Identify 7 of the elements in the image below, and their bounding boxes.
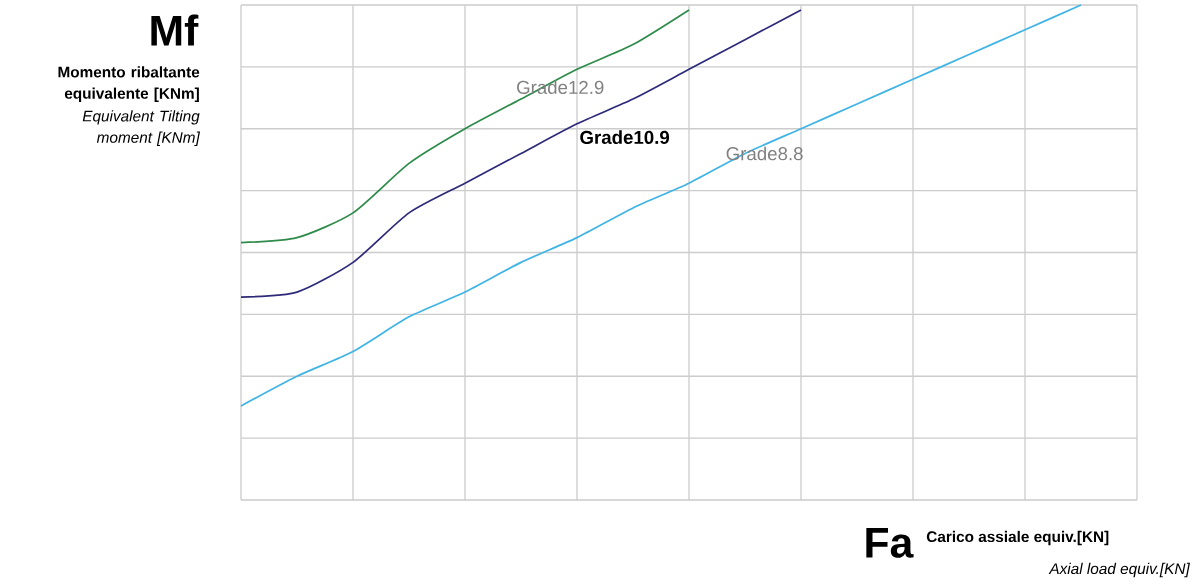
text: Carico assiale equiv.[KN] — [926, 530, 1109, 546]
text: Axial load equiv.[KN] — [1048, 562, 1191, 578]
x-axis-title: Fa — [866, 528, 914, 558]
series-label: Grade10.9 — [580, 130, 670, 145]
text: Equivalent Tilting moment [KNm] — [82, 110, 201, 146]
text: Momento ribaltante equivalente [KNm] — [58, 66, 200, 102]
y-axis-title: Mf — [151, 14, 199, 46]
